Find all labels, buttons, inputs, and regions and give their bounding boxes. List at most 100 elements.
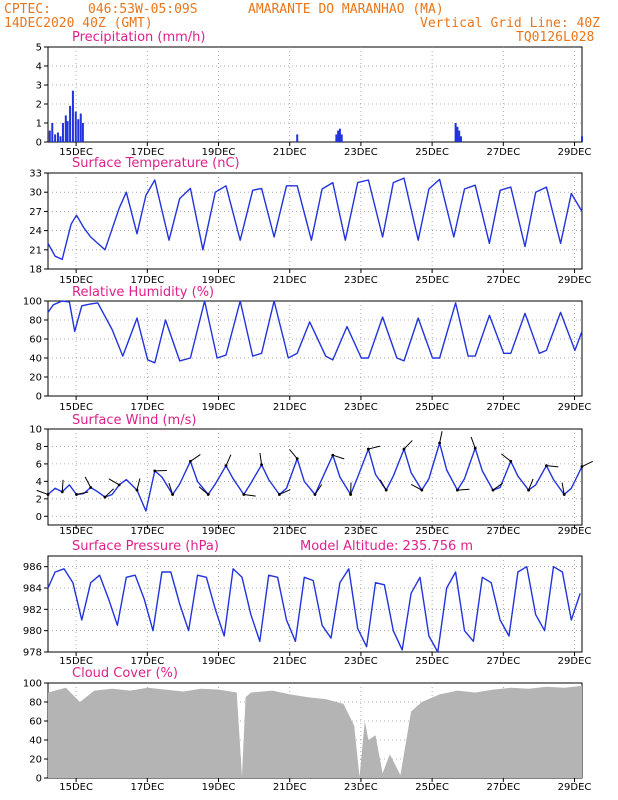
wind-arrow: [410, 484, 423, 491]
header-model: TQ0126L028: [516, 30, 594, 45]
wind-arrow-head: [402, 447, 406, 451]
wind-arrow: [289, 449, 298, 459]
x-tick-label: 23DEC: [344, 147, 378, 158]
wind-arrow-head: [384, 488, 388, 492]
y-tick-label: 984: [23, 584, 42, 595]
y-tick-label: 5: [36, 43, 42, 54]
y-tick-label: 18: [29, 265, 42, 276]
wind-arrow-head: [580, 465, 584, 468]
wind-arrow-head: [331, 453, 335, 457]
wind-arrow-head: [89, 486, 93, 489]
x-tick-label: 21DEC: [273, 275, 307, 286]
x-tick-label: 27DEC: [486, 526, 520, 537]
x-tick-label: 15DEC: [59, 402, 93, 413]
wind-arrow: [368, 445, 381, 450]
plot-frame: [47, 46, 583, 143]
panel-5: Cloud Cover (%) 0 20 40 60 80 100 15DEC 17DEC 19D…: [23, 666, 591, 793]
wind-arrow: [332, 454, 345, 460]
panel-annotation: Model Altitude: 235.756 m: [300, 539, 473, 554]
panel-title: Relative Humidity (%): [72, 285, 214, 300]
header-coords: 046:53W-05:09S: [88, 2, 198, 17]
x-tick-label: 19DEC: [202, 656, 236, 667]
wind-arrow-head: [60, 490, 64, 494]
x-tick-label: 21DEC: [273, 656, 307, 667]
x-tick-label: 25DEC: [415, 656, 449, 667]
panel-title: Precipitation (mm/h): [72, 30, 205, 45]
x-tick-label: 19DEC: [202, 275, 236, 286]
panel-3: Surface Wind (m/s) 0 2 4 6 8 10 15DEC 17DEC 19DEC…: [29, 413, 594, 537]
x-tick-label: 15DEC: [59, 656, 93, 667]
wind-arrow-head: [171, 493, 175, 496]
y-tick-label: 100: [23, 679, 42, 690]
y-tick-label: 20: [29, 373, 42, 384]
wind-arrow: [76, 491, 89, 495]
y-tick-label: 978: [23, 648, 42, 659]
header-location: AMARANTE DO MARANHAO (MA): [248, 2, 444, 17]
precip-bar: [51, 123, 54, 142]
x-tick-label: 19DEC: [202, 402, 236, 413]
y-tick-label: 980: [23, 626, 42, 637]
wind-arrow-head: [562, 493, 566, 496]
wind-arrow: [104, 488, 114, 498]
x-tick-label: 23DEC: [344, 402, 378, 413]
wind-arrow-head: [527, 488, 530, 492]
wind-arrow-head: [367, 447, 370, 451]
y-tick-label: 0: [36, 774, 42, 785]
x-tick-label: 19DEC: [202, 526, 236, 537]
wind-arrow: [198, 486, 209, 495]
y-tick-label: 80: [29, 316, 42, 327]
wind-arrow-head: [75, 493, 78, 496]
x-tick-label: 17DEC: [130, 526, 164, 537]
x-tick-label: 15DEC: [59, 275, 93, 286]
wind-arrow: [470, 436, 476, 449]
x-tick-label: 19DEC: [202, 782, 236, 793]
panel-0: Precipitation (mm/h) 0 1 2 3 4 5 15DEC 17DEC 19DE…: [36, 30, 592, 158]
x-tick-label: 23DEC: [344, 782, 378, 793]
x-tick-label: 27DEC: [486, 275, 520, 286]
precip-bar: [296, 134, 299, 142]
precip-bar: [77, 119, 80, 142]
precip-bar: [454, 123, 457, 142]
x-tick-label: 15DEC: [59, 526, 93, 537]
precip-bar: [48, 130, 51, 142]
wind-arrow-head: [153, 469, 157, 473]
header-grid-note: Vertical Grid Line: 40Z: [420, 16, 600, 31]
wind-arrow-head: [491, 488, 495, 492]
x-tick-label: 25DEC: [415, 147, 449, 158]
x-tick-label: 25DEC: [415, 782, 449, 793]
x-tick-label: 19DEC: [202, 147, 236, 158]
precip-bar: [71, 90, 74, 142]
cloud-cover-area: [48, 685, 582, 778]
precip-bar: [340, 134, 343, 142]
wind-arrow-head: [260, 463, 263, 467]
wind-arrow-head: [438, 441, 441, 445]
wind-arrow: [379, 479, 387, 491]
y-tick-label: 30: [29, 188, 42, 199]
wind-arrow: [528, 478, 534, 491]
plot-frame: [47, 428, 583, 526]
y-tick-label: 33: [29, 169, 42, 180]
wind-arrow: [492, 482, 504, 491]
series-line: [47, 177, 583, 261]
y-tick-label: 60: [29, 335, 42, 346]
y-tick-label: 8: [36, 442, 42, 453]
x-tick-label: 23DEC: [344, 275, 378, 286]
wind-arrow: [108, 478, 120, 486]
y-tick-label: 0: [36, 512, 42, 523]
panel-1: Surface Temperature (nC) 18 21 24 27 30 33 15DE…: [29, 156, 591, 286]
x-tick-label: 17DEC: [130, 402, 164, 413]
x-tick-label: 21DEC: [273, 402, 307, 413]
wind-arrow-head: [473, 446, 477, 450]
wind-arrow-head: [46, 493, 50, 496]
x-tick-label: 27DEC: [486, 147, 520, 158]
header-date: 14DEC2020 40Z (GMT): [4, 16, 153, 31]
precip-bar: [458, 130, 461, 142]
y-tick-label: 80: [29, 698, 42, 709]
wind-arrow: [84, 476, 92, 488]
wind-arrow: [190, 454, 201, 462]
y-tick-label: 986: [23, 562, 42, 573]
y-tick-label: 2: [36, 100, 42, 111]
wind-arrow-head: [278, 493, 281, 496]
